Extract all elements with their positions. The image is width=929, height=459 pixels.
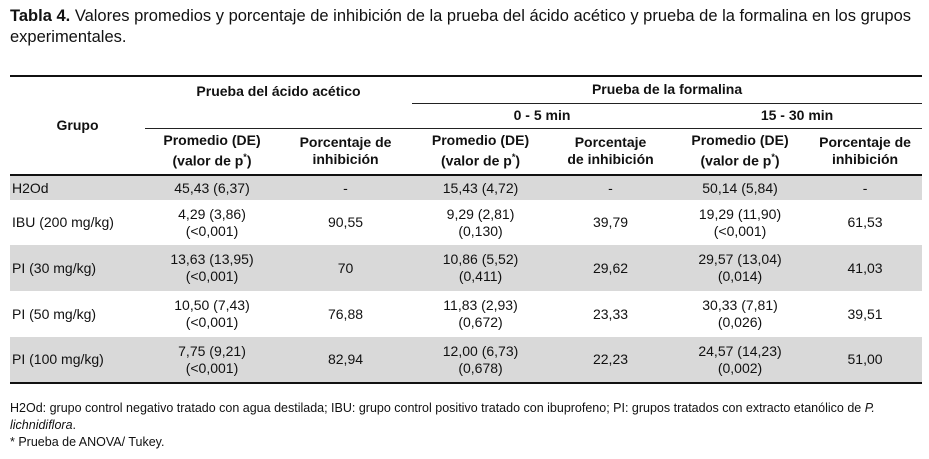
cell-f1-promedio: 10,86 (5,52) (0,411): [412, 245, 550, 291]
species-name: P. lichnidiflora: [10, 401, 875, 432]
table-row-h2od: H2Od 45,43 (6,37) - 15,43 (4,72) - 50,14…: [10, 175, 923, 200]
cell-f2-promedio: 29,57 (13,04) (0,014): [672, 245, 809, 291]
col-header-f2-porcentaje: Porcentaje de inhibición: [808, 128, 923, 176]
cell-f2-promedio: 24,57 (14,23) (0,002): [672, 337, 809, 383]
cell-f2-promedio: 30,33 (7,81) (0,026): [702, 297, 778, 330]
cell-f2-promedio: 19,29 (11,90) (<0,001): [698, 205, 782, 239]
cell-a-promedio: 45,43 (6,37): [145, 175, 279, 200]
cell-a-porcentaje: 76,88: [327, 305, 364, 322]
cell-a-porcentaje: 82,94: [279, 337, 413, 383]
cell-f1-promedio: 12,00 (6,73) (0,678): [412, 337, 550, 383]
cell-grupo: H2Od: [10, 175, 145, 200]
cell-f2-porcentaje: -: [808, 175, 923, 200]
cell-a-promedio: 10,50 (7,43) (<0,001): [174, 297, 250, 330]
cell-f2-promedio: 50,14 (5,84): [672, 175, 809, 200]
cell-f2-porcentaje: 41,03: [808, 245, 923, 291]
cell-f1-porcentaje: 39,79: [592, 214, 629, 230]
table-caption: Tabla 4. Valores promedios y porcentaje …: [10, 6, 922, 48]
header-row-3: Promedio (DE) (valor de p*) Porcentaje d…: [10, 127, 923, 176]
col-header-interval-15-30: 15 - 30 min: [672, 103, 923, 129]
cell-grupo: IBU (200 mg/kg): [12, 214, 114, 230]
caption-label: Tabla 4.: [10, 7, 71, 25]
cell-f1-promedio: 11,83 (2,93) (0,672): [443, 297, 518, 330]
header-row-1: Grupo Prueba del ácido acético Prueba de…: [10, 75, 923, 176]
results-table: Grupo Prueba del ácido acético Prueba de…: [10, 75, 923, 384]
cell-grupo: PI (100 mg/kg): [10, 337, 145, 383]
col-header-formalina: Prueba de la formalina: [412, 75, 923, 104]
table-row-pi-30: PI (30 mg/kg) 13,63 (13,95) (<0,001) 70 1…: [10, 245, 923, 291]
col-header-a-promedio: Promedio (DE) (valor de p*): [145, 127, 279, 176]
cell-f1-porcentaje: 22,23: [549, 337, 673, 383]
col-header-acetico: Prueba del ácido acético: [145, 75, 413, 128]
cell-a-promedio: 7,75 (9,21) (<0,001): [145, 337, 279, 383]
cell-f1-porcentaje: 23,33: [592, 305, 629, 322]
cell-f2-porcentaje: 39,51: [847, 305, 883, 322]
cell-f1-promedio: 15,43 (4,72): [412, 175, 550, 200]
cell-a-promedio: 13,63 (13,95) (<0,001): [145, 245, 279, 291]
col-header-a-porcentaje: Porcentaje de inhibición: [279, 127, 413, 176]
col-header-acetico-label: Prueba del ácido acético: [196, 83, 361, 99]
table-row-pi-50: PI (50 mg/kg) 10,50 (7,43) (<0,001) 76,88…: [10, 291, 922, 337]
caption-text: Valores promedios y porcentaje de inhibi…: [10, 7, 912, 46]
cell-grupo: PI (50 mg/kg): [12, 305, 97, 322]
cell-a-promedio: 4,29 (3,86) (<0,001): [178, 205, 246, 239]
cell-f1-porcentaje: -: [549, 175, 673, 200]
col-header-grupo: Grupo: [10, 75, 145, 176]
cell-grupo: PI (30 mg/kg): [10, 245, 145, 291]
col-header-f1-promedio: Promedio (DE) (valor de p*): [412, 128, 550, 176]
col-header-interval-0-5: 0 - 5 min: [412, 103, 673, 129]
cell-f2-porcentaje: 51,00: [808, 337, 923, 383]
cell-a-porcentaje: -: [279, 175, 413, 200]
cell-a-porcentaje: 70: [279, 245, 413, 291]
footnote-statistics: * Prueba de ANOVA/ Tukey.: [10, 435, 165, 449]
footnote-abbreviations: H2Od: grupo control negativo tratado con…: [10, 401, 875, 432]
header-row-2: 0 - 5 min 15 - 30 min: [10, 103, 923, 129]
table-row-ibu: IBU (200 mg/kg) 4,29 (3,86) (<0,001) 90,5…: [10, 200, 922, 245]
cell-f1-promedio: 9,29 (2,81) (0,130): [446, 205, 515, 239]
col-header-f1-porcentaje: Porcentaje de inhibición: [549, 128, 673, 176]
cell-a-porcentaje: 90,55: [327, 214, 364, 230]
cell-f1-porcentaje: 29,62: [549, 245, 673, 291]
col-header-f2-promedio: Promedio (DE) (valor de p*): [672, 128, 809, 176]
table-footnotes: H2Od: grupo control negativo tratado con…: [10, 400, 922, 451]
cell-f2-porcentaje: 61,53: [847, 214, 883, 230]
table-row-pi-100: PI (100 mg/kg) 7,75 (9,21) (<0,001) 82,94…: [10, 337, 923, 383]
